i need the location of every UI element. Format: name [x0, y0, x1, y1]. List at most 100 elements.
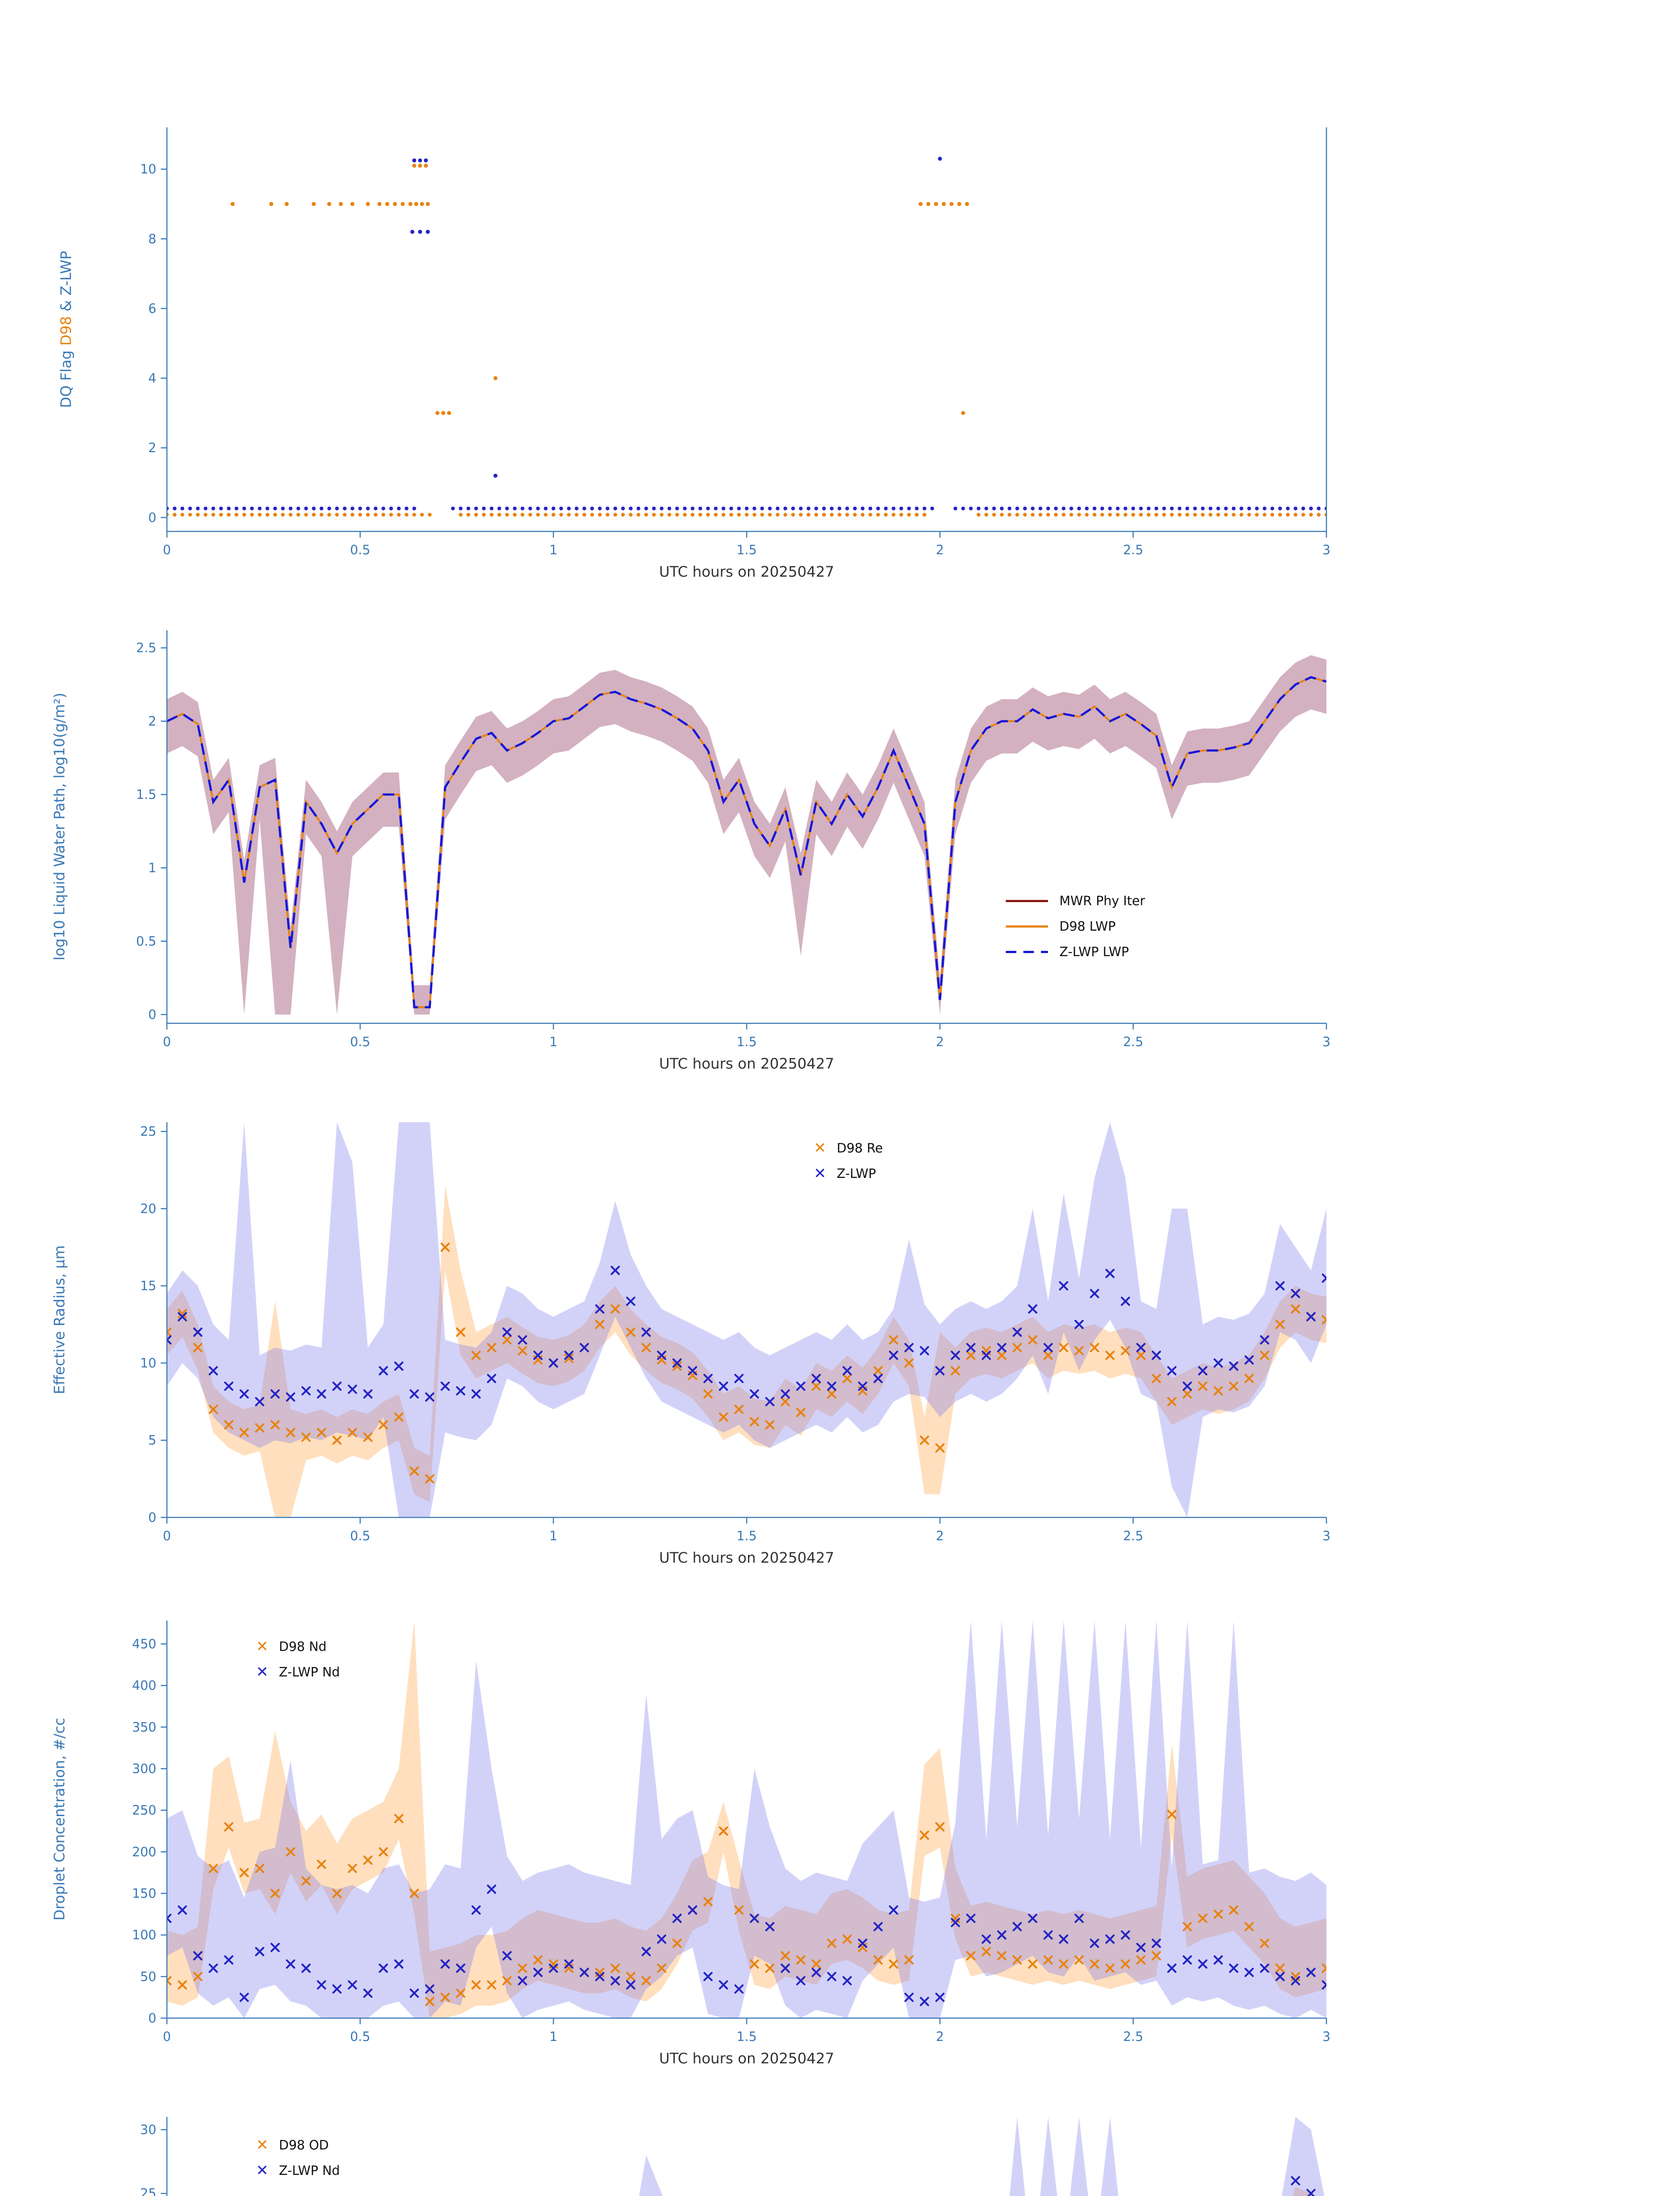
- zlwp-flag-baseline: [721, 506, 726, 510]
- d98-flag-baseline: [907, 513, 911, 517]
- d98-flag-baseline: [1131, 513, 1135, 517]
- d98-flag-baseline: [729, 513, 733, 517]
- droplet-concentration-xlabel: UTC hours on 20250427: [659, 2050, 835, 2067]
- zlwp-flag-baseline: [961, 506, 965, 510]
- zlwp-flag-baseline: [675, 506, 679, 510]
- d98-flag-baseline: [520, 513, 524, 517]
- x-tick-label: 1: [549, 542, 557, 557]
- d98-flag-baseline: [1309, 513, 1313, 517]
- d98-flag-baseline: [1124, 513, 1127, 517]
- x-tick-label: 2.5: [1123, 1528, 1143, 1543]
- zlwp-flag-baseline: [629, 506, 633, 510]
- d98-flag-baseline: [976, 513, 981, 517]
- d98-flag-baseline: [1015, 513, 1019, 517]
- lwp-ylabel: log10 Liquid Water Path, log10(g/m²): [51, 693, 68, 961]
- d98-flag-baseline: [737, 513, 741, 517]
- zlwp-flag-baseline: [621, 506, 625, 510]
- zlwp-flag-baseline: [1317, 506, 1321, 510]
- zlwp-flag-baseline: [1247, 506, 1251, 510]
- zlwp-flag-baseline: [1085, 506, 1089, 510]
- d98-flag-baseline: [798, 513, 803, 517]
- droplet-concentration-axes: 0 0.5 1 1.5 2 2.5 3 0 50 100 150 200 250 300 350 400 450: [132, 1621, 1330, 2044]
- zlwp-flag-baseline: [683, 506, 687, 510]
- d98-flag-baseline: [1317, 513, 1321, 517]
- zlwp-flag-baseline: [1046, 506, 1050, 510]
- d98-flag-baseline: [1139, 513, 1143, 517]
- zlwp-flag-baseline: [768, 506, 772, 510]
- zlwp-flag-events: [410, 230, 415, 234]
- d98-flag-baseline: [289, 513, 293, 517]
- d98-flag-events: [285, 202, 289, 206]
- d98-flag-baseline: [1278, 513, 1282, 517]
- x-tick-label: 1.5: [737, 542, 757, 557]
- x-marker-icon: ✕: [813, 1165, 827, 1182]
- zlwp-flag-baseline: [1270, 506, 1275, 510]
- y-tick-label: 0.5: [136, 934, 156, 949]
- zlwp-flag-baseline: [845, 506, 849, 510]
- y-tick-label: 10: [140, 162, 156, 177]
- x-tick-label: 0.5: [350, 2029, 370, 2044]
- d98-flag-events: [401, 202, 405, 206]
- zlwp-flag-baseline: [373, 506, 378, 510]
- d98-flag-baseline: [1185, 513, 1189, 517]
- d98-flag-baseline: [428, 513, 432, 517]
- d98-flag-events: [426, 202, 430, 206]
- y-tick-label: 1.5: [136, 787, 156, 802]
- zlwp-flag-baseline: [698, 506, 702, 510]
- lwp-plot-area: [167, 655, 1326, 1015]
- d98-flag-baseline: [1008, 513, 1012, 517]
- zlwp-flag-baseline: [984, 506, 988, 510]
- zlwp-flag-baseline: [265, 506, 270, 510]
- zlwp-flag-baseline: [791, 506, 795, 510]
- d98-flag-baseline: [721, 513, 726, 517]
- zlwp-flag-baseline: [327, 506, 331, 510]
- zlwp-flag-baseline: [227, 506, 231, 510]
- zlwp-flag-baseline: [1108, 506, 1112, 510]
- zlwp-flag-baseline: [644, 506, 648, 510]
- zlwp-flag-baseline: [853, 506, 857, 510]
- y-tick-label: 200: [132, 1844, 156, 1859]
- lwp-xlabel: UTC hours on 20250427: [659, 1055, 835, 1072]
- y-tick-label: 0: [148, 2011, 156, 2026]
- zlwp-flag-baseline: [242, 506, 246, 510]
- d98-flag-baseline: [235, 513, 238, 517]
- x-tick-label: 2: [936, 542, 944, 557]
- zlwp-flag-events: [424, 158, 428, 163]
- zlwp-flag-baseline: [953, 506, 957, 510]
- dq-flag-plot-area: [167, 156, 1326, 517]
- d98-flag-baseline: [1224, 513, 1228, 517]
- d98-od-band: [1293, 2187, 1317, 2196]
- y-tick-label: 15: [140, 1279, 156, 1293]
- y-tick-label: 20: [140, 1201, 156, 1216]
- zlwp-flag-baseline: [992, 506, 996, 510]
- zlwp-flag-baseline: [860, 506, 865, 510]
- d98-flag-baseline: [768, 513, 772, 517]
- d98-flag-baseline: [652, 513, 656, 517]
- zlwp-flag-baseline: [776, 506, 780, 510]
- x-marker-icon: ✕: [256, 2136, 269, 2154]
- d98-flag-baseline: [837, 513, 842, 517]
- legend-label: D98 Re: [837, 1141, 883, 1156]
- legend-item-d98-nd: ✕ D98 Nd: [253, 1634, 340, 1659]
- d98-flag-events: [350, 202, 355, 206]
- d98-flag-baseline: [312, 513, 316, 517]
- d98-flag-baseline: [319, 513, 324, 517]
- d98-flag-baseline: [791, 513, 795, 517]
- d98-flag-baseline: [1054, 513, 1058, 517]
- legend-item-zlwp-re: ✕ Z-LWP: [810, 1161, 883, 1186]
- d98-flag-baseline: [574, 513, 579, 517]
- zlwp-flag-baseline: [505, 506, 509, 510]
- d98-flag-events: [327, 202, 332, 206]
- zlwp-flag-baseline: [752, 506, 756, 510]
- d98-flag-baseline: [914, 513, 919, 517]
- x-tick-label: 0: [163, 2029, 171, 2044]
- y-tick-label: 0: [148, 1510, 156, 1525]
- zlwp-flag-baseline: [350, 506, 354, 510]
- d98-flag-baseline: [1270, 513, 1275, 517]
- zlwp-flag-baseline: [1185, 506, 1189, 510]
- zlwp-flag-baseline: [1170, 506, 1174, 510]
- zlwp-flag-baseline: [1062, 506, 1066, 510]
- d98-flag-events: [942, 202, 946, 206]
- d98-flag-baseline: [397, 513, 401, 517]
- zlwp-flag-baseline: [574, 506, 579, 510]
